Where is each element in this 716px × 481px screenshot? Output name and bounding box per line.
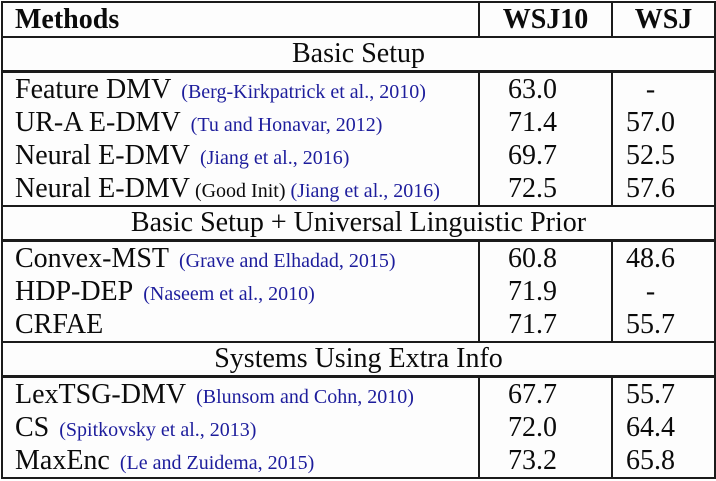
citation-link[interactable]: (Le and Zuidema, 2015) (119, 451, 315, 474)
method-name: HDP-DEP (15, 275, 134, 307)
wsj10-value: 73.2 (478, 444, 612, 478)
method-cell: UR-A E-DMV (Tu and Honavar, 2012) (2, 106, 479, 139)
wsj10-value: 60.8 (478, 240, 612, 275)
method-cell: LexTSG-DMV (Blunsom and Cohn, 2010) (2, 377, 479, 412)
section-title: Basic Setup + Universal Linguistic Prior (2, 205, 715, 242)
method-cell: Convex-MST (Grave and Elhadad, 2015) (2, 241, 479, 276)
citation-link[interactable]: (Jiang et al., 2016) (199, 146, 350, 169)
method-name: UR-A E-DMV (15, 106, 181, 138)
column-header-wsj10: WSJ10 (478, 2, 612, 38)
table-row: CS (Spitkovsky et al., 2013) 72.0 64.4 (2, 411, 715, 444)
table-row: Neural E-DMV (Good Init) (Jiang et al., 20… (2, 172, 715, 206)
wsj10-value: 63.0 (478, 71, 612, 106)
wsj-value: 57.6 (611, 172, 715, 206)
table-row: LexTSG-DMV (Blunsom and Cohn, 2010) 67.7 … (2, 376, 715, 412)
wsj10-value: 71.4 (478, 106, 612, 139)
section-title: Systems Using Extra Info (2, 341, 715, 378)
column-header-methods: Methods (2, 2, 479, 38)
wsj-value: 52.5 (611, 139, 715, 172)
header-row: Methods WSJ10 WSJ (2, 2, 715, 38)
wsj-value: 57.0 (611, 106, 715, 139)
section-header-universal-linguistic-prior: Basic Setup + Universal Linguistic Prior (2, 205, 715, 242)
wsj10-value: 71.7 (478, 308, 612, 342)
method-name: Neural E-DMV (15, 139, 190, 171)
table-row: Feature DMV (Berg-Kirkpatrick et al., 201… (2, 71, 715, 107)
wsj10-value: 72.0 (478, 411, 612, 444)
method-name: Feature DMV (15, 73, 172, 105)
wsj-value: - (611, 71, 715, 106)
wsj-value: 48.6 (611, 240, 715, 275)
citation-link[interactable]: (Blunsom and Cohn, 2010) (196, 385, 414, 408)
table-row: MaxEnc (Le and Zuidema, 2015) 73.2 65.8 (2, 444, 715, 478)
method-name: CRFAE (15, 308, 104, 340)
wsj-value: 65.8 (611, 444, 715, 478)
citation-link[interactable]: (Naseem et al., 2010) (143, 282, 315, 305)
method-cell: Feature DMV (Berg-Kirkpatrick et al., 201… (2, 72, 479, 107)
table-row: CRFAE 71.7 55.7 (2, 308, 715, 342)
section-header-basic-setup: Basic Setup (2, 36, 715, 73)
citation-link[interactable]: (Grave and Elhadad, 2015) (179, 249, 396, 272)
method-name: Convex-MST (15, 242, 169, 274)
method-cell: CS (Spitkovsky et al., 2013) (2, 411, 479, 444)
section-title: Basic Setup (2, 36, 715, 73)
method-cell: CRFAE (2, 308, 479, 342)
method-name: Neural E-DMV (15, 172, 190, 204)
wsj-value: 64.4 (611, 411, 715, 444)
column-header-wsj: WSJ (611, 2, 715, 38)
citation-link[interactable]: (Berg-Kirkpatrick et al., 2010) (181, 80, 426, 103)
table-row: Neural E-DMV (Jiang et al., 2016) 69.7 52… (2, 139, 715, 172)
citation-link[interactable]: (Spitkovsky et al., 2013) (59, 418, 257, 441)
wsj-value: - (611, 275, 715, 308)
wsj10-value: 72.5 (478, 172, 612, 206)
method-name: LexTSG-DMV (15, 378, 187, 410)
wsj10-value: 69.7 (478, 139, 612, 172)
method-name: CS (15, 411, 50, 443)
wsj10-value: 67.7 (478, 376, 612, 411)
method-cell: Neural E-DMV (Jiang et al., 2016) (2, 139, 479, 172)
section-header-extra-info: Systems Using Extra Info (2, 341, 715, 378)
wsj-value: 55.7 (611, 308, 715, 342)
wsj-value: 55.7 (611, 376, 715, 411)
wsj10-value: 71.9 (478, 275, 612, 308)
table-row: Convex-MST (Grave and Elhadad, 2015) 60.8… (2, 240, 715, 276)
citation-link[interactable]: (Jiang et al., 2016) (290, 179, 440, 202)
method-cell: Neural E-DMV (Good Init) (Jiang et al., 20… (2, 172, 479, 206)
method-cell: MaxEnc (Le and Zuidema, 2015) (2, 444, 479, 478)
method-cell: HDP-DEP (Naseem et al., 2010) (2, 275, 479, 308)
method-note: (Good Init) (194, 179, 286, 202)
method-name: MaxEnc (15, 444, 110, 476)
table-row: UR-A E-DMV (Tu and Honavar, 2012) 71.4 57… (2, 106, 715, 139)
table-row: HDP-DEP (Naseem et al., 2010) 71.9 - (2, 275, 715, 308)
citation-link[interactable]: (Tu and Honavar, 2012) (190, 113, 383, 136)
